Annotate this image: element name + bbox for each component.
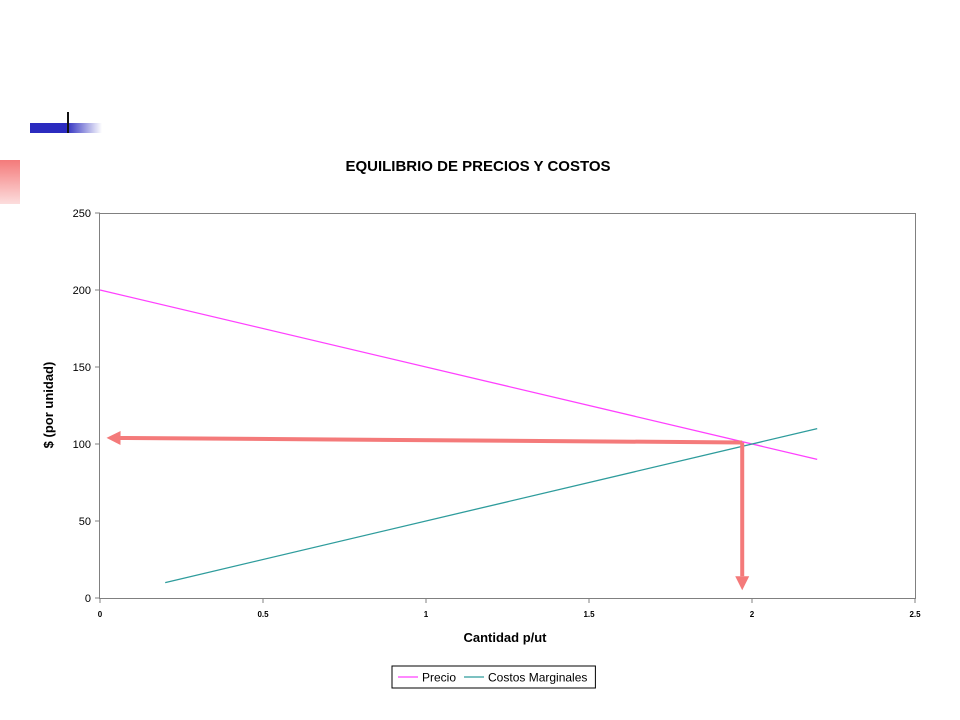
x-tick-label: 2.5 (909, 610, 921, 619)
y-tick-label: 150 (73, 362, 91, 374)
series-layer (99, 289, 818, 584)
y-tick-label: 250 (73, 208, 91, 220)
series-line-costos-marginales (165, 427, 818, 584)
chart-title: EQUILIBRIO DE PRECIOS Y COSTOS (345, 158, 610, 175)
y-tick-label: 0 (85, 593, 91, 605)
y-tick-label: 200 (73, 285, 91, 297)
legend-label: Precio (422, 671, 456, 685)
annotation-layer (106, 430, 750, 591)
annotation-arrow-head (735, 576, 750, 591)
x-tick-label: 0 (98, 610, 103, 619)
y-tick-label: 100 (73, 439, 91, 451)
legend-box (391, 665, 596, 689)
blue-accent-bar (30, 123, 102, 133)
plot-area (99, 213, 916, 599)
x-tick-label: 1.5 (583, 610, 595, 619)
x-axis: 0 0.5 1 1.5 2 2.5 (98, 598, 921, 619)
x-tick-label: 0.5 (257, 610, 269, 619)
legend-label: Costos Marginales (488, 671, 587, 685)
series-line-precio (99, 289, 818, 461)
x-tick-label: 1 (424, 610, 429, 619)
y-axis: 0 50 100 150 200 250 (73, 208, 100, 605)
accent-tick (67, 112, 69, 133)
annotation-arrow-shaft (120, 435, 743, 445)
chart-legend: Precio Costos Marginales (391, 665, 596, 689)
y-tick-label: 50 (79, 516, 91, 528)
y-axis-label: $ (por unidad) (41, 362, 56, 449)
x-axis-label: Cantidad p/ut (463, 630, 547, 645)
red-accent-block (0, 160, 20, 204)
x-tick-label: 2 (750, 610, 755, 619)
annotation-arrow-head (106, 430, 121, 445)
